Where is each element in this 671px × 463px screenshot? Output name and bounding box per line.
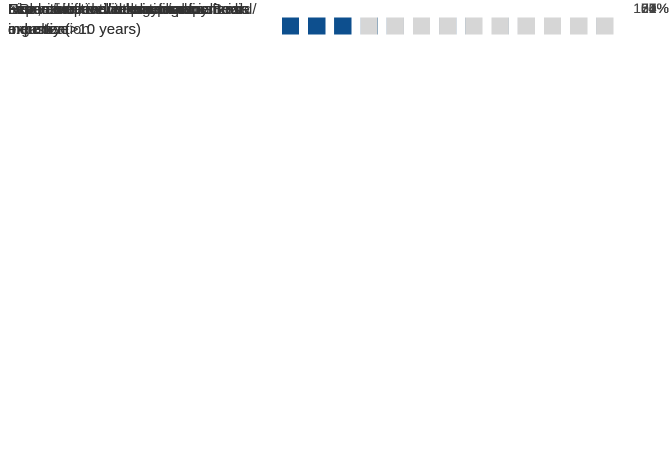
filled-square [282, 17, 299, 35]
value-label: 100% [633, 0, 669, 16]
category-label: Leadership development experience [8, 1, 250, 18]
empty-square [570, 17, 588, 35]
value-label: 31% [640, 0, 669, 16]
category-label: HR and incentive structures [8, 1, 193, 18]
value-label: 54% [640, 0, 669, 16]
empty-square [439, 17, 457, 35]
empty-square [491, 17, 509, 35]
empty-square [596, 17, 614, 35]
empty-square [386, 17, 404, 35]
category-label: Non-executive listed company Board membe… [8, 1, 253, 38]
value-label: 23% [640, 0, 669, 16]
category-label: Finance / financial management expertise [8, 1, 221, 38]
category-label: Executive-level role in financial indust… [8, 1, 214, 38]
bar [282, 17, 352, 35]
value-label: 77% [640, 0, 669, 16]
empty-square [413, 17, 430, 35]
category-label: Experience in international business / o… [8, 1, 257, 38]
empty-square [360, 17, 378, 35]
waffle [282, 17, 614, 35]
value-label: 54% [640, 0, 669, 16]
value-label: 100% [633, 0, 669, 16]
category-label: Innovation, technology and/or media expe… [8, 1, 250, 38]
filled-square [334, 17, 352, 35]
category-label: Risk, audit and/or compliance expertise [8, 1, 205, 38]
empty-square [517, 17, 535, 35]
empty-square [465, 17, 483, 35]
value-label: 62% [640, 0, 669, 16]
category-label: Executive-level role in non-financial in… [8, 1, 244, 38]
empty-square [544, 17, 561, 35]
value-label: 31% [640, 0, 669, 16]
filled-square [308, 17, 326, 35]
